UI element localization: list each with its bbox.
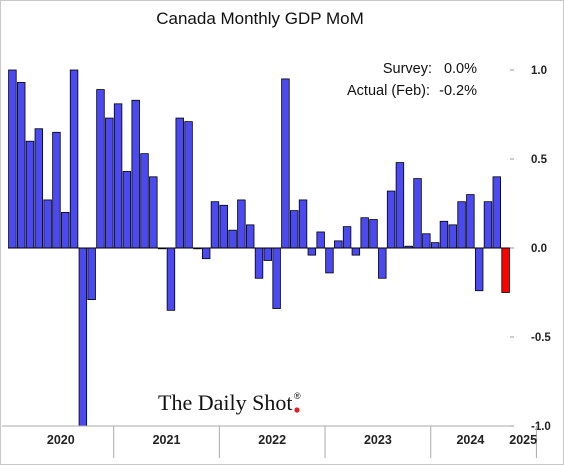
year-label: 2023 [364,433,392,447]
bar [281,78,290,249]
bar [395,162,405,249]
bar [298,199,308,249]
bar [25,140,35,249]
year-label: 2020 [47,433,75,447]
bar-series [8,69,510,427]
watermark-text: The Daily Shot [158,390,292,415]
year-label: 2021 [153,433,181,447]
bar [8,69,17,249]
y-tick-label: 1.0 [531,65,547,77]
bar [184,121,193,249]
registered-mark: ® [294,391,301,401]
bar [96,89,105,249]
bar [334,240,343,249]
bar [439,220,449,249]
bar [17,82,26,249]
bar [43,199,52,249]
survey-label: Survey: [383,61,432,77]
bar [149,176,158,249]
bar [52,131,61,249]
bar [483,201,493,249]
bar [492,176,501,249]
bar [263,247,273,261]
bar [430,242,440,249]
watermark-dot [294,407,300,413]
actual-value: -0.2% [439,83,477,99]
bar [166,247,176,311]
bar [122,171,132,249]
bar [228,229,237,249]
actual-label: Actual (Feb): [347,83,430,99]
bar [61,211,70,249]
bar [457,201,466,249]
bar [466,194,475,249]
bar [210,201,220,249]
bar [78,247,88,427]
bar [351,247,361,256]
year-label: 2024 [456,433,484,447]
bar [272,247,281,309]
bar [87,247,96,301]
bar [413,178,422,249]
bar [131,99,140,249]
bar [378,247,387,279]
watermark-logo: The Daily Shot ® [158,390,301,415]
bar [448,224,457,249]
bar [386,190,396,249]
y-tick-label: -1.0 [531,421,551,433]
bar [325,247,334,274]
year-label: 2022 [258,433,286,447]
y-tick-label: 0.5 [531,154,548,166]
bar [422,233,431,249]
bar [501,247,510,293]
bar [307,247,317,256]
bar [290,210,299,249]
x-axis: 2020 2021 2022 2023 2024 2025 [2,425,537,458]
y-axis: 1.0 0.5 0.0 -0.5 -1.0 [510,65,551,433]
bar [140,153,149,249]
bar [245,224,255,249]
bar [369,219,378,249]
bar [105,117,114,249]
bar [175,117,184,249]
bar [237,199,246,249]
bar [474,247,484,292]
survey-annotation: Survey: 0.0% [383,61,477,77]
y-tick-label: -0.5 [531,332,551,344]
chart-title: Canada Monthly GDP MoM [156,9,364,28]
actual-annotation: Actual (Feb): -0.2% [347,83,477,99]
bar [316,231,325,249]
bar [69,69,79,249]
bar [219,204,228,249]
bar [254,247,264,279]
year-label: 2025 [509,433,537,447]
bar [34,128,44,249]
bar [360,217,369,249]
bar [201,247,211,260]
bar [113,103,123,249]
bar [342,226,352,249]
survey-value: 0.0% [444,61,477,77]
y-tick-label: 0.0 [531,243,547,255]
